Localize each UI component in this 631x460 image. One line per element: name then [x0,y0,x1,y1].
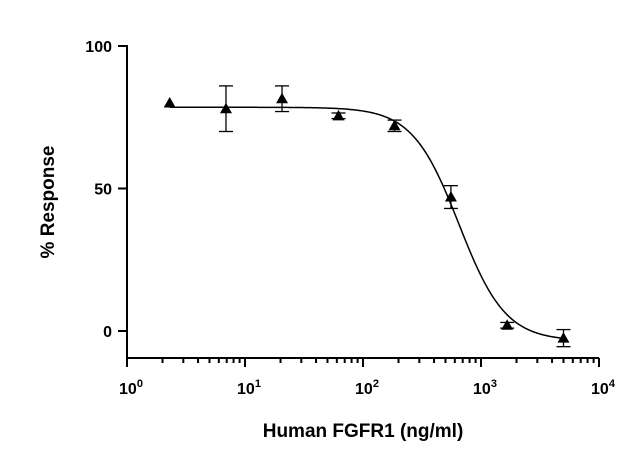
triangle-marker [276,92,289,104]
y-tick-label: 0 [103,324,112,341]
x-tick-label: 102 [355,378,379,398]
x-tick-label: 104 [591,378,616,398]
axes [126,45,599,359]
data-point [275,85,290,113]
triangle-marker [557,332,570,343]
y-ticks: 0 50 100 [85,39,127,341]
data-point [218,85,233,133]
fit-curve [169,106,564,340]
x-ticks: 100 101 102 103 104 [119,358,616,398]
x-tick-label: 101 [237,378,261,398]
y-tick-label: 100 [85,39,112,56]
triangle-marker [501,319,514,330]
data-point [443,184,458,210]
x-tick-label: 100 [119,378,143,398]
data-point [500,319,515,330]
y-axis-title: % Response [38,146,59,259]
triangle-marker [332,109,345,121]
x-tick-label: 103 [473,378,497,398]
triangle-marker [388,119,401,131]
data-points [163,85,571,348]
data-point [163,97,176,108]
triangle-marker [163,97,176,108]
x-axis-title: Human FGFR1 (ng/ml) [263,421,464,442]
triangle-marker [444,191,457,202]
data-point [387,119,402,133]
y-tick-label: 50 [94,182,112,199]
triangle-marker [219,102,232,114]
data-point [331,109,346,121]
data-point [556,328,571,348]
